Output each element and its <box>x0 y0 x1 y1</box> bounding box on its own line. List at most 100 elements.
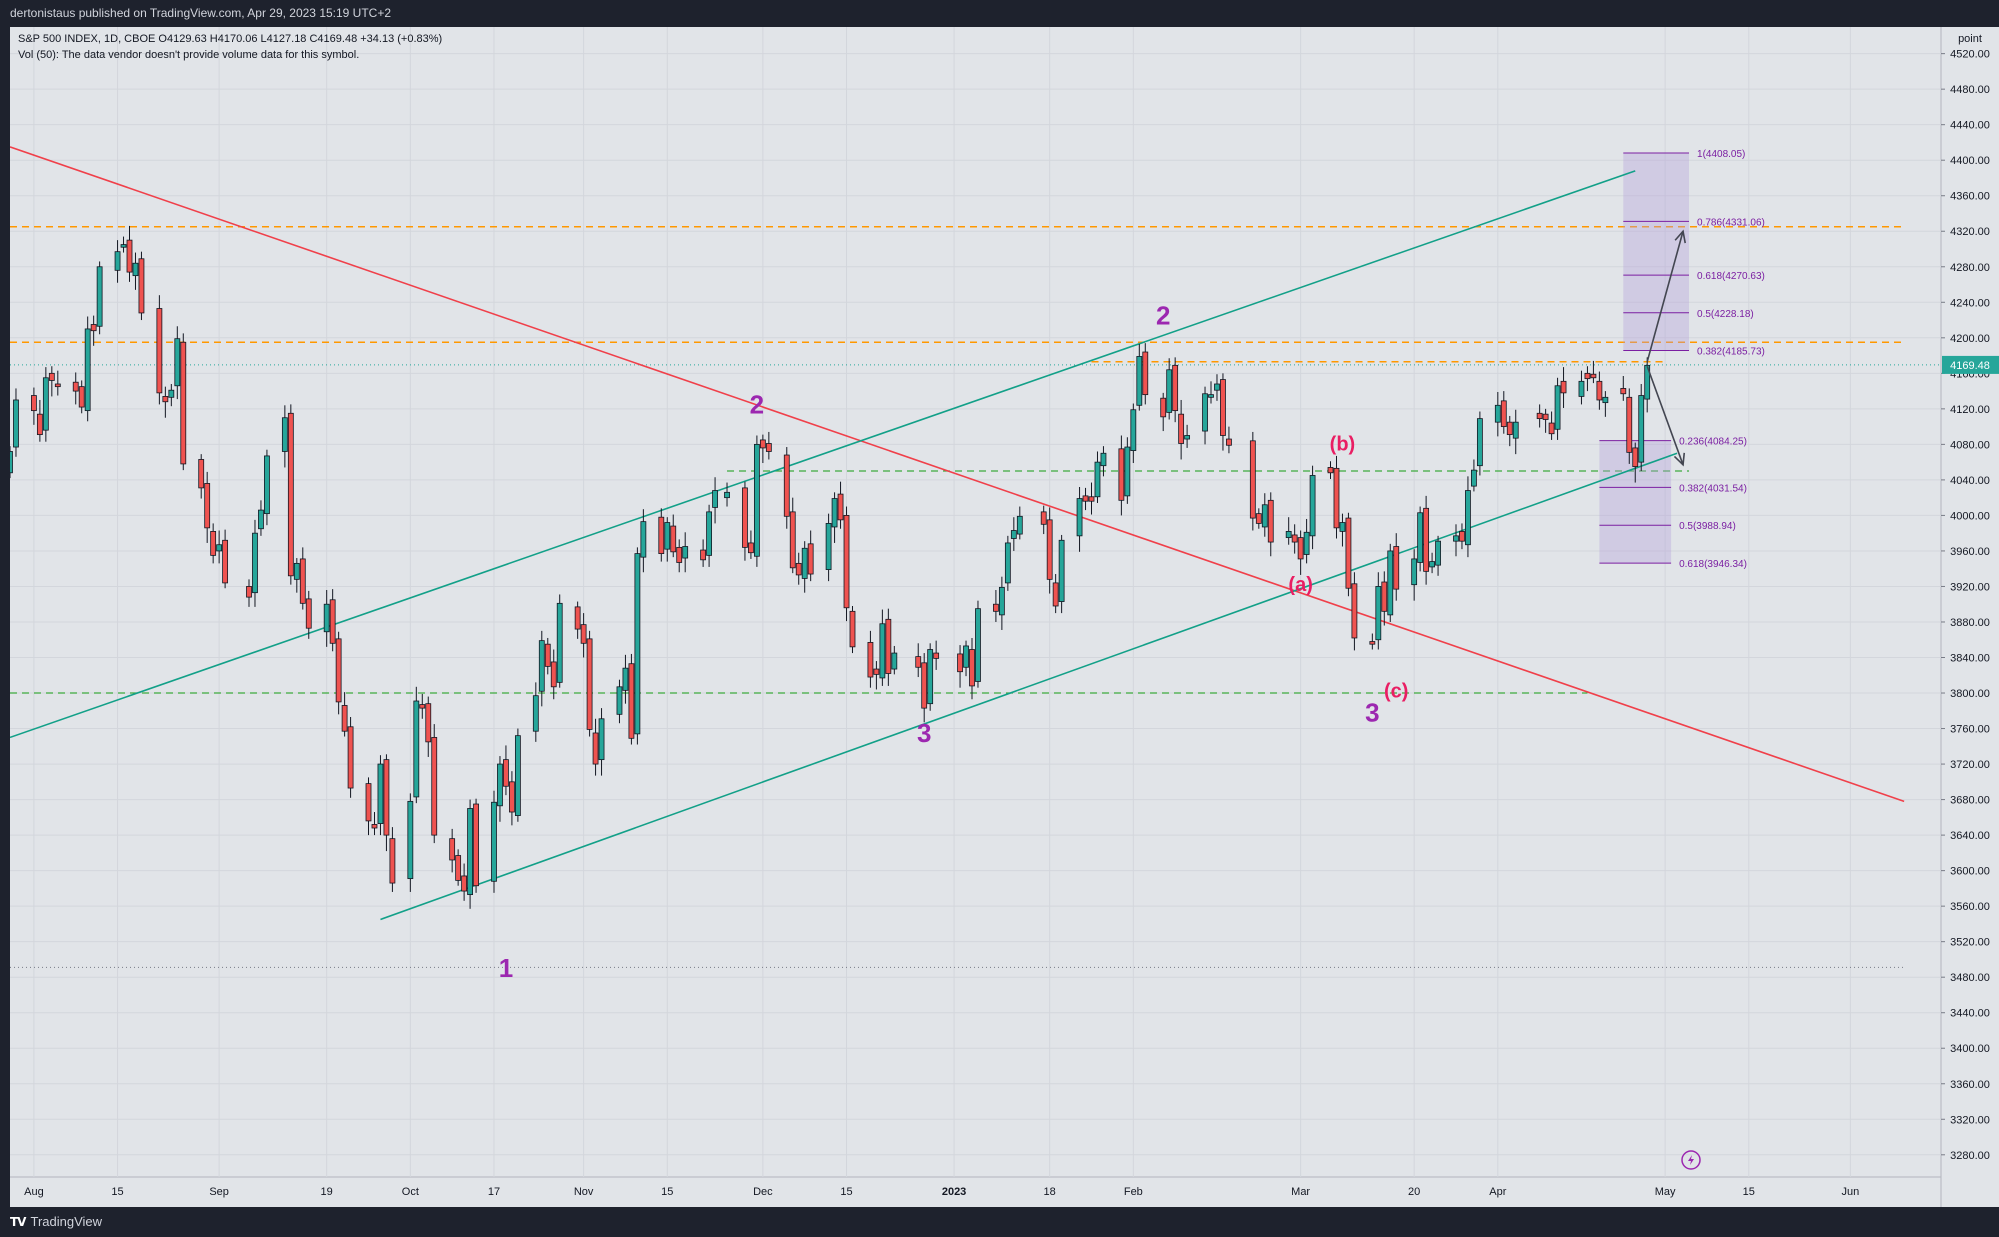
candle <box>1046 507 1053 594</box>
price-tick-label: 4440.00 <box>1950 120 1990 132</box>
candle <box>592 718 599 776</box>
candle <box>90 315 97 346</box>
candle-body <box>497 763 503 807</box>
candle <box>1214 374 1220 401</box>
price-tick-label: 3280.00 <box>1950 1150 1990 1162</box>
fib-lower-level-label: 0.5(3988.94) <box>1679 521 1736 532</box>
candle-body <box>1261 504 1268 528</box>
price-tick-label: 3760.00 <box>1950 724 1990 736</box>
price-tick-label: 3440.00 <box>1950 1008 1990 1020</box>
candle <box>246 579 252 607</box>
candle-body <box>544 643 551 667</box>
candle <box>574 601 581 639</box>
candle <box>1088 482 1095 515</box>
candle <box>1435 535 1441 576</box>
candle-body <box>96 266 103 327</box>
candle <box>783 447 790 529</box>
candle-body <box>407 800 414 880</box>
tradingview-brand[interactable]: 𝗧𝗩 TradingView <box>10 1214 102 1229</box>
candle-body <box>48 372 55 381</box>
candle-body <box>700 549 707 561</box>
price-tick-label: 3320.00 <box>1950 1114 1990 1126</box>
candle-body <box>13 399 19 448</box>
candle <box>1124 437 1131 504</box>
time-tick-label: 20 <box>1408 1186 1420 1198</box>
candle <box>1476 411 1483 476</box>
price-tick-label: 3640.00 <box>1950 830 1990 842</box>
chart-area[interactable]: 1(4408.05) 0.786(4331.06) 0.618(4270.63) 0.… <box>7 27 1999 1207</box>
candle-body <box>168 389 175 398</box>
candle <box>335 631 342 715</box>
candle <box>712 477 718 524</box>
candle <box>676 539 683 573</box>
candle-body <box>1184 435 1191 440</box>
price-axis[interactable]: 3280.00 3320.00 3360.00 3400.00 3440.00 3480.… <box>1941 49 1999 1162</box>
candle <box>700 539 707 567</box>
price-tick-label: 4000.00 <box>1950 510 1990 522</box>
candle <box>1459 523 1465 550</box>
candle <box>425 696 432 757</box>
price-tick-label: 3680.00 <box>1950 795 1990 807</box>
candle <box>1303 518 1310 564</box>
fib-upper-level-label: 0.618(4270.63) <box>1697 271 1765 282</box>
time-axis[interactable]: Aug 15 Sep 19 Oct 17 Nov 15 Dec 15 2023 18 Feb Mar 20 A… <box>24 1186 1859 1198</box>
candle <box>1226 426 1232 454</box>
candle-body <box>1303 531 1310 555</box>
candle <box>998 576 1005 630</box>
candle-body <box>724 491 730 499</box>
candle-body <box>975 608 981 682</box>
candle-body <box>1297 537 1304 560</box>
candle <box>933 640 940 670</box>
replay-icon[interactable] <box>1681 1150 1701 1170</box>
candle-body <box>1560 380 1567 394</box>
price-tick-label: 3400.00 <box>1950 1043 1990 1055</box>
candle-body <box>1417 512 1424 563</box>
candle <box>1220 373 1226 451</box>
candle <box>42 367 49 442</box>
candle-body <box>72 381 79 392</box>
price-tick-label: 3600.00 <box>1950 866 1990 878</box>
candle <box>1339 513 1346 547</box>
candle <box>891 645 898 675</box>
wave-label: (c) <box>1384 680 1408 702</box>
candle-body <box>795 562 802 576</box>
candle-body <box>1333 467 1340 529</box>
candle-body <box>712 490 718 508</box>
candle-body <box>162 396 169 403</box>
candle <box>1429 552 1435 574</box>
price-chart[interactable]: 1(4408.05) 0.786(4331.06) 0.618(4270.63) 0.… <box>7 27 1999 1207</box>
candle-body <box>1554 385 1561 430</box>
candle-body <box>628 663 635 739</box>
candle-body <box>1220 379 1226 436</box>
candle <box>1285 517 1292 545</box>
candle-body <box>586 638 593 730</box>
time-tick-label: 17 <box>488 1186 500 1198</box>
candle-body <box>550 661 557 688</box>
wave-label: 1 <box>499 953 513 983</box>
candle <box>831 492 838 543</box>
fib-upper-level-label: 0.786(4331.06) <box>1697 217 1765 228</box>
candle <box>383 754 390 852</box>
candle <box>586 630 593 737</box>
candle-body <box>1375 586 1382 641</box>
candle <box>174 326 181 400</box>
candles <box>7 225 1651 909</box>
candle <box>724 482 730 507</box>
candle <box>1423 495 1430 585</box>
candle <box>341 692 348 737</box>
candle <box>1261 493 1268 537</box>
candle-body <box>305 598 312 629</box>
candle-body <box>132 262 139 277</box>
candle <box>84 316 91 422</box>
candle-body <box>556 602 563 683</box>
candle <box>1596 371 1603 410</box>
candle-body <box>1226 438 1232 446</box>
time-tick-label: Jun <box>1841 1186 1859 1198</box>
candle <box>497 756 503 822</box>
volume-note: Vol (50): The data vendor doesn't provid… <box>18 49 359 61</box>
candle <box>365 777 372 836</box>
candle <box>879 609 886 686</box>
candle <box>114 240 121 283</box>
time-tick-label: Sep <box>209 1186 229 1198</box>
candle-body <box>1118 448 1125 501</box>
